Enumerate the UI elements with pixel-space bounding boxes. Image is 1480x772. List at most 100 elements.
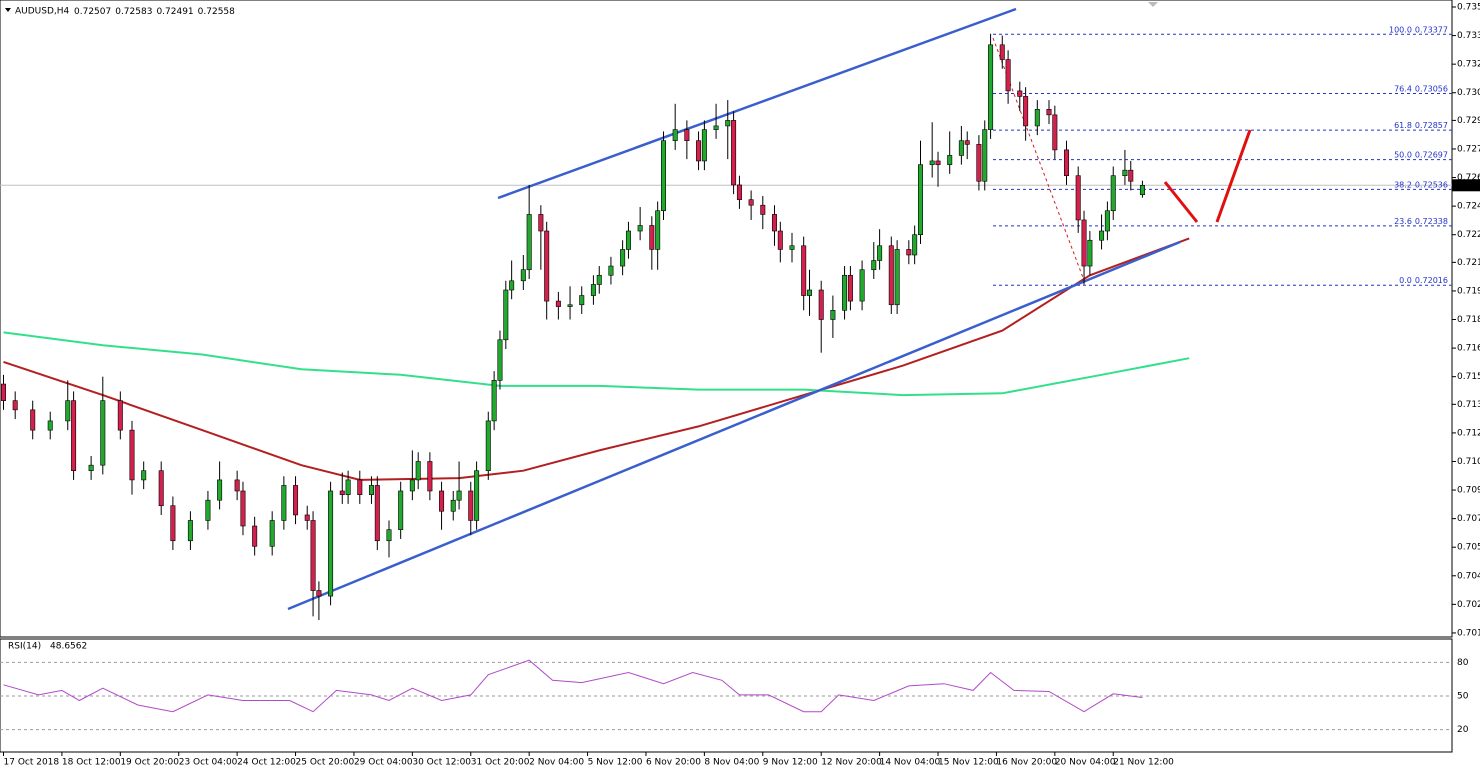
candle-body: [982, 129, 988, 182]
candle-body: [725, 120, 731, 127]
candle-body: [100, 400, 106, 466]
candle-body: [871, 260, 877, 271]
indicator-line: [3, 659, 1143, 713]
shift-marker: [1148, 2, 1158, 7]
fib-label: 100.0 0.73377: [1389, 25, 1448, 34]
candle-body: [637, 225, 643, 232]
candle-body: [474, 470, 480, 521]
candle-body: [713, 125, 719, 130]
candle-body: [316, 590, 322, 597]
candle-body: [777, 230, 783, 250]
candle-body: [661, 140, 667, 212]
x-tick-label: 29 Oct 04:00: [354, 758, 413, 768]
candle-body: [672, 129, 678, 141]
candle-body: [608, 265, 614, 276]
main-panel: [0, 0, 1453, 638]
candle-body: [47, 420, 53, 431]
candle-body: [456, 490, 462, 501]
candle-body: [1075, 175, 1081, 221]
candle-body: [567, 304, 573, 307]
fib-label: 38.2 0.72536: [1394, 180, 1448, 189]
candle-body: [497, 339, 503, 381]
candle-body: [999, 44, 1005, 60]
candle-body: [252, 525, 258, 547]
y-tick-label: 0.72290: [1457, 230, 1480, 240]
candle-body: [509, 280, 515, 291]
labels: 0.73525 0.73370 0.73215 0.73060 0.72910 0.727…: [4, 3, 1480, 768]
fib-label: 0.0 0.72016: [1399, 276, 1448, 285]
candle-body: [30, 409, 36, 431]
x-tick-label: 19 Oct 20:00: [120, 758, 179, 768]
candle-body: [368, 485, 374, 495]
y-tick-label: 0.71675: [1457, 344, 1480, 354]
candle-body: [503, 289, 509, 341]
x-tick-label: 8 Nov 04:00: [704, 758, 759, 768]
indicator-tick-label: 80: [1457, 658, 1469, 668]
fib-ratio: 0.0: [1399, 276, 1412, 285]
x-tick-label: 9 Nov 12:00: [763, 758, 818, 768]
x-tick-label: 14 Nov 04:00: [880, 758, 941, 768]
candle-body: [117, 400, 123, 431]
ohlc-low: 0.72491: [156, 7, 193, 17]
candle-body: [345, 479, 351, 495]
candle-body: [964, 140, 970, 145]
y-tick-label: 0.73370: [1457, 31, 1480, 41]
candle-body: [1110, 175, 1116, 212]
candle-body: [906, 249, 912, 256]
indicator-tick-label: 50: [1457, 692, 1469, 702]
ohlc-open: 0.72507: [74, 7, 111, 17]
candle-body: [596, 274, 602, 285]
y-tick-label: 0.72910: [1457, 116, 1480, 126]
y-tick-label: 0.71830: [1457, 315, 1480, 325]
candle-body: [293, 485, 299, 516]
candle-body: [912, 234, 918, 256]
candle-body: [877, 245, 883, 261]
fib-label: 50.0 0.72697: [1394, 150, 1448, 159]
fib-label: 61.8 0.72857: [1394, 121, 1448, 130]
candle-body: [789, 245, 795, 250]
candle-body: [1034, 109, 1040, 127]
candle-body: [590, 284, 596, 296]
x-tick-label: 30 Oct 12:00: [412, 758, 471, 768]
ohlc-close: 0.72558: [198, 7, 235, 17]
moving-averages: [3, 237, 1190, 713]
candle-body: [386, 529, 392, 542]
candle-body: [427, 461, 433, 492]
y-tick-label: 0.70130: [1457, 628, 1480, 638]
fib-ratio: 50.0: [1394, 150, 1412, 159]
candle-body: [339, 490, 345, 495]
candle-body: [304, 514, 310, 521]
candle-body: [807, 289, 813, 296]
candle-body: [415, 461, 421, 481]
fib-price: 0.73377: [1415, 25, 1448, 34]
x-tick-label: 16 Nov 20:00: [996, 758, 1057, 768]
candle-body: [12, 400, 18, 411]
moving-average: [3, 331, 1190, 397]
candle-body: [187, 520, 193, 542]
x-tick-label: 31 Oct 20:00: [471, 758, 530, 768]
y-tick-label: 0.70905: [1457, 486, 1480, 496]
candle-body: [71, 400, 77, 471]
candle-body: [1017, 90, 1023, 97]
indicator-title: RSI(14): [8, 642, 41, 652]
y-tick-label: 0.71215: [1457, 428, 1480, 438]
candle-body: [579, 295, 585, 306]
fib-ratio: 61.8: [1394, 121, 1412, 130]
candle-body: [731, 120, 737, 186]
candle-body: [234, 479, 240, 492]
y-tick-label: 0.72445: [1457, 202, 1480, 212]
candle-body: [374, 485, 380, 542]
fib-ratio: 100.0: [1389, 25, 1412, 34]
candle-body: [526, 214, 532, 271]
candle-body: [65, 400, 71, 422]
candle-body: [240, 490, 246, 527]
y-tick-label: 0.73215: [1457, 60, 1480, 70]
upper-trendline: [497, 7, 1017, 200]
candle-body: [491, 380, 497, 422]
candle-body: [929, 160, 935, 165]
candle-body: [205, 499, 211, 521]
y-tick-label: 0.70285: [1457, 600, 1480, 610]
candle-body: [649, 225, 655, 250]
